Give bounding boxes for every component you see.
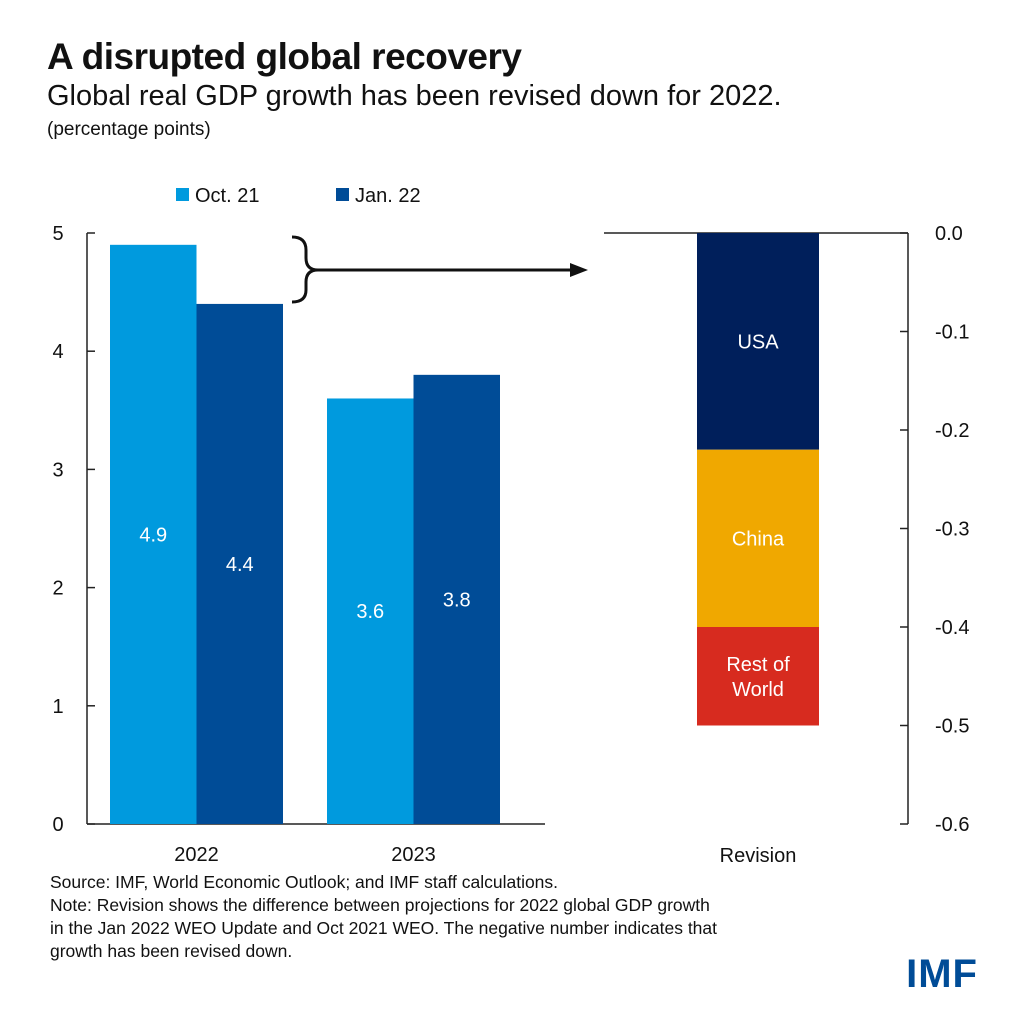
data-label: 3.6 <box>356 601 384 623</box>
brace-icon <box>291 235 319 304</box>
segment-label: Rest of <box>726 654 790 676</box>
y-tick-label: 5 <box>52 223 63 245</box>
bar-jan-22-2023 <box>413 374 500 824</box>
y-tick-label: -0.6 <box>935 814 969 836</box>
source-note: Source: IMF, World Economic Outlook; and… <box>50 872 559 892</box>
note-line: Note: Revision shows the difference betw… <box>50 895 710 915</box>
legend-label: Jan. 22 <box>355 185 421 207</box>
stack-segment-rest-of-world <box>697 627 819 726</box>
unit-label: (percentage points) <box>47 119 211 140</box>
x-tick-label: 2022 <box>174 844 219 866</box>
data-label: 4.9 <box>139 524 167 546</box>
arrow-head-icon <box>570 263 588 277</box>
y-tick-label: -0.2 <box>935 420 969 442</box>
chart-title: A disrupted global recovery <box>47 36 522 77</box>
footnotes: Source: IMF, World Economic Outlook; and… <box>50 871 717 963</box>
segment-label: World <box>732 679 784 701</box>
y-tick-label: 2 <box>52 578 63 600</box>
y-tick-label: -0.5 <box>935 716 969 738</box>
legend-swatch <box>336 188 349 201</box>
y-tick-label: 0 <box>52 814 63 836</box>
x-tick-label: Revision <box>720 845 797 867</box>
x-tick-label: 2023 <box>391 844 436 866</box>
y-tick-label: -0.3 <box>935 519 969 541</box>
data-label: 4.4 <box>226 554 254 576</box>
bar-oct-21-2022 <box>110 244 197 824</box>
stack-segment-usa <box>697 233 819 450</box>
bar-oct-21-2023 <box>327 398 414 824</box>
legend-swatch <box>176 188 189 201</box>
y-tick-label: -0.1 <box>935 322 969 344</box>
y-tick-label: 0.0 <box>935 223 963 245</box>
y-tick-label: 4 <box>52 341 63 363</box>
note-line: growth has been revised down. <box>50 941 293 961</box>
bar-jan-22-2022 <box>196 303 283 824</box>
segment-label: USA <box>737 331 779 353</box>
segment-label: China <box>732 528 785 550</box>
chart-subtitle: Global real GDP growth has been revised … <box>47 80 782 112</box>
y-tick-label: 1 <box>52 696 63 718</box>
stack-segment-china <box>697 449 819 627</box>
note-line: in the Jan 2022 WEO Update and Oct 2021 … <box>50 918 718 938</box>
y-tick-label: 3 <box>52 459 63 481</box>
y-tick-label: -0.4 <box>935 617 969 639</box>
imf-logo: IMF <box>906 952 978 996</box>
data-label: 3.8 <box>443 589 471 611</box>
legend-label: Oct. 21 <box>195 185 259 207</box>
